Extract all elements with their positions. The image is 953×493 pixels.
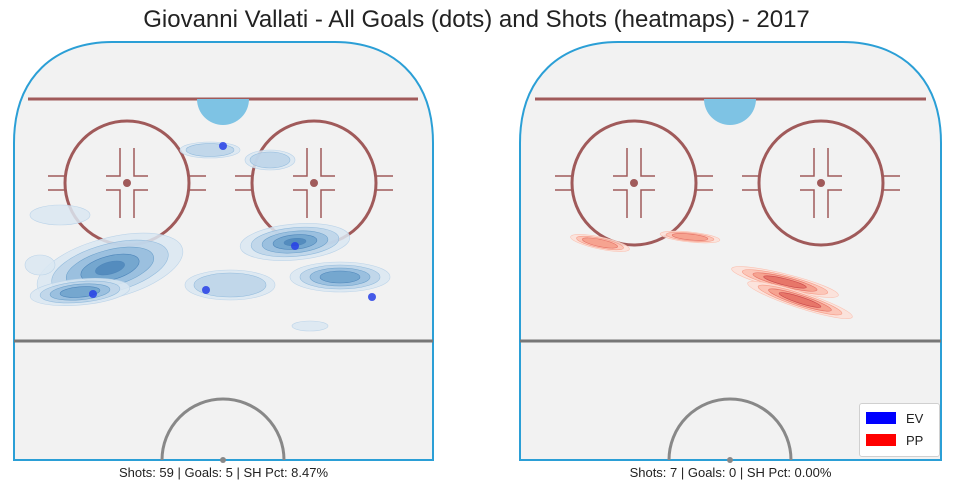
legend-item-ev: EV bbox=[866, 410, 923, 426]
goal-dot-3 bbox=[202, 286, 210, 294]
ev-hotspot-contour-7-1 bbox=[193, 272, 267, 298]
pp-hotspot-contour-3-3 bbox=[778, 292, 822, 308]
goal-dot-1 bbox=[291, 242, 299, 250]
pp-hotspot-contour-1-2 bbox=[671, 233, 709, 241]
ev-hotspot-contour-6-0 bbox=[29, 204, 91, 226]
center-circle-left bbox=[160, 397, 286, 461]
ice-surface-left bbox=[13, 41, 434, 461]
legend-swatch-ev bbox=[866, 412, 896, 424]
faceoff-circle-right-2 bbox=[742, 119, 900, 247]
ev-hotspot-contour-5-1 bbox=[249, 151, 291, 169]
legend-label-pp: PP bbox=[906, 432, 924, 448]
caption-pp: Shots: 7 | Goals: 0 | SH Pct: 0.00% bbox=[629, 465, 832, 480]
legend-swatch-pp bbox=[866, 434, 896, 446]
ev-hotspot-contour-9-0 bbox=[291, 320, 329, 332]
pp-hotspot-contour-2-3 bbox=[763, 275, 807, 289]
faceoff-circle-right-1 bbox=[555, 119, 713, 247]
goal-dots-ev bbox=[89, 142, 376, 301]
heatmap-pp bbox=[570, 230, 853, 319]
goal-dot-0 bbox=[219, 142, 227, 150]
goal-dot-2 bbox=[89, 290, 97, 298]
legend-item-pp: PP bbox=[866, 432, 923, 448]
ev-hotspot-contour-2-3 bbox=[319, 270, 361, 284]
center-dot-left bbox=[220, 457, 226, 463]
center-circle-right bbox=[667, 397, 793, 461]
heatmap-ev bbox=[24, 141, 391, 332]
ev-hotspot-contour-8-0 bbox=[24, 254, 56, 276]
crease-right bbox=[704, 99, 756, 125]
legend: EV PP bbox=[859, 403, 940, 457]
chart-title: Giovanni Vallati - All Goals (dots) and … bbox=[143, 6, 810, 33]
rink-right bbox=[519, 41, 942, 463]
center-dot-right bbox=[727, 457, 733, 463]
ev-hotspot-contour-0-4 bbox=[95, 260, 125, 276]
ice-surface-right bbox=[519, 41, 942, 461]
rink-left bbox=[13, 41, 434, 463]
caption-ev: Shots: 59 | Goals: 5 | SH Pct: 8.47% bbox=[118, 465, 329, 480]
crease-left bbox=[197, 99, 249, 125]
goal-dot-4 bbox=[368, 293, 376, 301]
legend-label-ev: EV bbox=[906, 410, 924, 426]
pp-hotspot-contour-0-2 bbox=[582, 237, 618, 249]
